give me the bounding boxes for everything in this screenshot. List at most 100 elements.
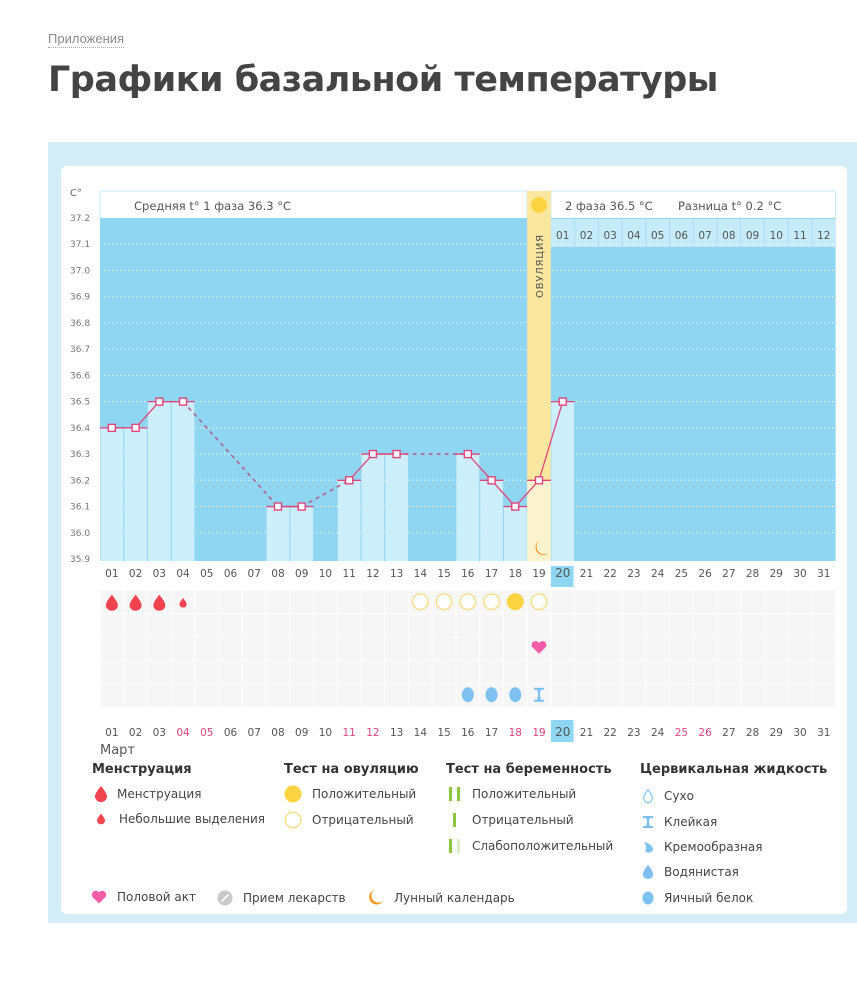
data-point[interactable] <box>463 449 473 459</box>
day-label[interactable]: 13 <box>390 568 403 580</box>
symbol-cell[interactable] <box>361 590 385 614</box>
symbol-cell[interactable] <box>171 637 195 661</box>
breadcrumb-link[interactable]: Приложения <box>48 31 125 48</box>
temperature-bar[interactable] <box>337 480 361 561</box>
symbol-cell[interactable] <box>575 614 598 637</box>
data-point[interactable] <box>297 502 306 511</box>
symbol-cell[interactable] <box>242 684 266 708</box>
symbol-cell[interactable] <box>503 661 527 684</box>
symbol-cell[interactable] <box>290 637 314 661</box>
symbol-cell[interactable] <box>741 637 764 661</box>
symbol-cell[interactable] <box>527 614 551 637</box>
symbol-cell[interactable] <box>646 590 670 614</box>
symbol-cell[interactable] <box>622 684 646 708</box>
symbol-cell[interactable] <box>266 684 290 708</box>
symbol-cell[interactable] <box>290 661 314 684</box>
symbol-cell[interactable] <box>408 661 432 684</box>
symbol-cell[interactable] <box>242 637 266 661</box>
symbol-cell[interactable] <box>551 614 575 637</box>
day-label[interactable]: 08 <box>271 568 284 580</box>
symbol-cell[interactable] <box>622 637 646 661</box>
symbol-cell[interactable] <box>314 590 337 614</box>
symbol-cell[interactable] <box>812 614 836 637</box>
day-label[interactable]: 08 <box>271 727 284 739</box>
symbol-cell[interactable] <box>314 661 337 684</box>
day-label[interactable]: 27 <box>722 568 735 580</box>
day-label[interactable]: 22 <box>604 568 617 580</box>
symbol-cell[interactable] <box>764 684 788 708</box>
symbol-cell[interactable] <box>147 637 171 661</box>
symbol-cell[interactable] <box>764 614 788 637</box>
symbol-cell[interactable] <box>788 661 812 684</box>
day-label[interactable]: 10 <box>319 568 332 580</box>
symbol-cell[interactable] <box>551 637 575 661</box>
symbol-cell[interactable] <box>195 661 219 684</box>
day-label[interactable]: 12 <box>366 727 379 739</box>
data-point[interactable] <box>368 449 378 459</box>
symbol-cell[interactable] <box>622 661 646 684</box>
symbol-cell[interactable] <box>693 684 717 708</box>
symbol-cell[interactable] <box>717 590 741 614</box>
symbol-cell[interactable] <box>598 684 622 708</box>
day-label[interactable]: 23 <box>627 568 640 580</box>
symbol-cell[interactable] <box>812 590 836 614</box>
symbol-cell[interactable] <box>622 590 646 614</box>
day-label[interactable]: 01 <box>105 727 118 739</box>
symbol-cell[interactable] <box>598 614 622 637</box>
symbol-cell[interactable] <box>551 590 575 614</box>
data-point[interactable] <box>107 423 117 433</box>
day-label[interactable]: 15 <box>437 568 450 580</box>
symbol-cell[interactable] <box>195 590 219 614</box>
day-label[interactable]: 20 <box>555 725 570 739</box>
day-label[interactable]: 07 <box>248 568 261 580</box>
day-label[interactable]: 17 <box>485 727 498 739</box>
symbol-cell[interactable] <box>622 614 646 637</box>
symbol-cell[interactable] <box>646 684 670 708</box>
symbol-cell[interactable] <box>100 614 124 637</box>
day-label[interactable]: 26 <box>698 568 712 580</box>
data-point[interactable] <box>487 476 496 485</box>
day-label[interactable]: 18 <box>509 568 522 580</box>
day-label[interactable]: 02 <box>129 568 142 580</box>
symbol-cell[interactable] <box>788 590 812 614</box>
symbol-cell[interactable] <box>480 614 503 637</box>
temperature-bar[interactable] <box>480 480 503 561</box>
symbol-cell[interactable] <box>337 637 361 661</box>
symbol-cell[interactable] <box>670 590 693 614</box>
day-label[interactable]: 17 <box>485 568 498 580</box>
symbol-cell[interactable] <box>124 614 147 637</box>
symbol-cell[interactable] <box>717 661 741 684</box>
symbol-cell[interactable] <box>266 637 290 661</box>
symbol-cell[interactable] <box>147 614 171 637</box>
temperature-bar[interactable] <box>124 427 147 561</box>
day-label[interactable]: 18 <box>509 727 522 739</box>
temperature-bar[interactable] <box>551 401 575 561</box>
symbol-cell[interactable] <box>266 590 290 614</box>
day-label[interactable]: 03 <box>153 727 166 739</box>
symbol-cell[interactable] <box>314 614 337 637</box>
temperature-bar[interactable] <box>171 401 195 561</box>
symbol-cell[interactable] <box>432 684 456 708</box>
symbol-cell[interactable] <box>100 637 124 661</box>
symbol-cell[interactable] <box>314 684 337 708</box>
symbol-cell[interactable] <box>124 684 147 708</box>
data-point[interactable] <box>392 449 401 459</box>
symbol-cell[interactable] <box>480 661 503 684</box>
symbol-cell[interactable] <box>693 637 717 661</box>
symbol-cell[interactable] <box>741 590 764 614</box>
symbol-cell[interactable] <box>242 614 266 637</box>
symbol-cell[interactable] <box>361 614 385 637</box>
symbol-cell[interactable] <box>290 684 314 708</box>
symbol-cell[interactable] <box>764 590 788 614</box>
day-label[interactable]: 23 <box>627 727 640 739</box>
symbol-cell[interactable] <box>100 684 124 708</box>
symbol-cell[interactable] <box>717 637 741 661</box>
symbol-cell[interactable] <box>432 661 456 684</box>
temperature-bar[interactable] <box>266 506 290 561</box>
symbol-cell[interactable] <box>385 661 408 684</box>
temperature-bar[interactable] <box>385 454 408 561</box>
data-point[interactable] <box>131 423 140 433</box>
symbol-cell[interactable] <box>646 614 670 637</box>
symbol-cell[interactable] <box>575 590 598 614</box>
symbol-cell[interactable] <box>788 637 812 661</box>
